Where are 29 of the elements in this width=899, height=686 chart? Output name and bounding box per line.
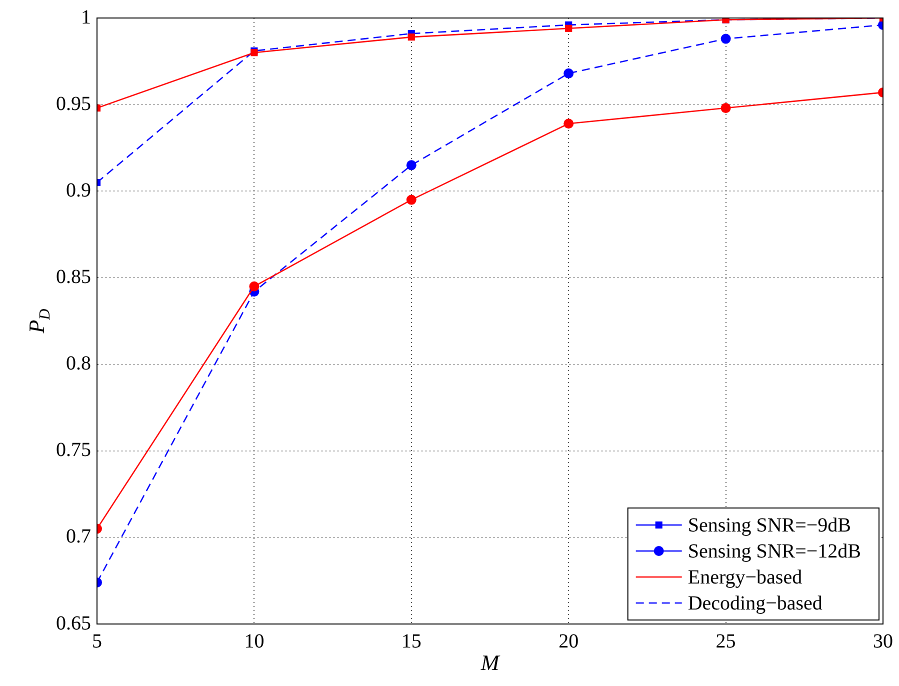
point <box>564 68 574 78</box>
y-tick-label: 1 <box>81 6 91 28</box>
legend-label: Sensing SNR=−9dB <box>688 514 852 536</box>
point <box>249 281 260 292</box>
point <box>564 118 574 129</box>
y-tick-label: 0.65 <box>56 612 91 634</box>
y-tick-label: 0.85 <box>56 266 91 288</box>
point <box>720 103 731 114</box>
point <box>408 34 415 41</box>
point <box>406 160 416 170</box>
x-tick-label: 20 <box>558 630 579 652</box>
x-axis-title: M <box>480 650 501 675</box>
x-tick-label: 15 <box>401 630 422 652</box>
y-tick-label: 0.7 <box>66 526 91 548</box>
y-tick-label: 0.75 <box>56 439 91 462</box>
point <box>406 194 416 205</box>
legend-label: Energy−based <box>688 566 802 588</box>
point <box>565 24 572 32</box>
y-tick-label: 0.8 <box>66 352 91 375</box>
x-tick-label: 5 <box>92 630 102 652</box>
legend-label: Sensing SNR=−12dB <box>688 540 862 562</box>
x-tick-label: 30 <box>873 630 893 652</box>
legend-label: Decoding−based <box>688 592 822 614</box>
point <box>720 34 731 44</box>
y-tick-label: 0.9 <box>66 179 91 202</box>
x-tick-label: 10 <box>244 630 264 652</box>
y-tick-label: 0.95 <box>56 92 91 115</box>
y-axis-title: PD <box>24 308 54 334</box>
x-tick-label: 25 <box>716 630 736 652</box>
